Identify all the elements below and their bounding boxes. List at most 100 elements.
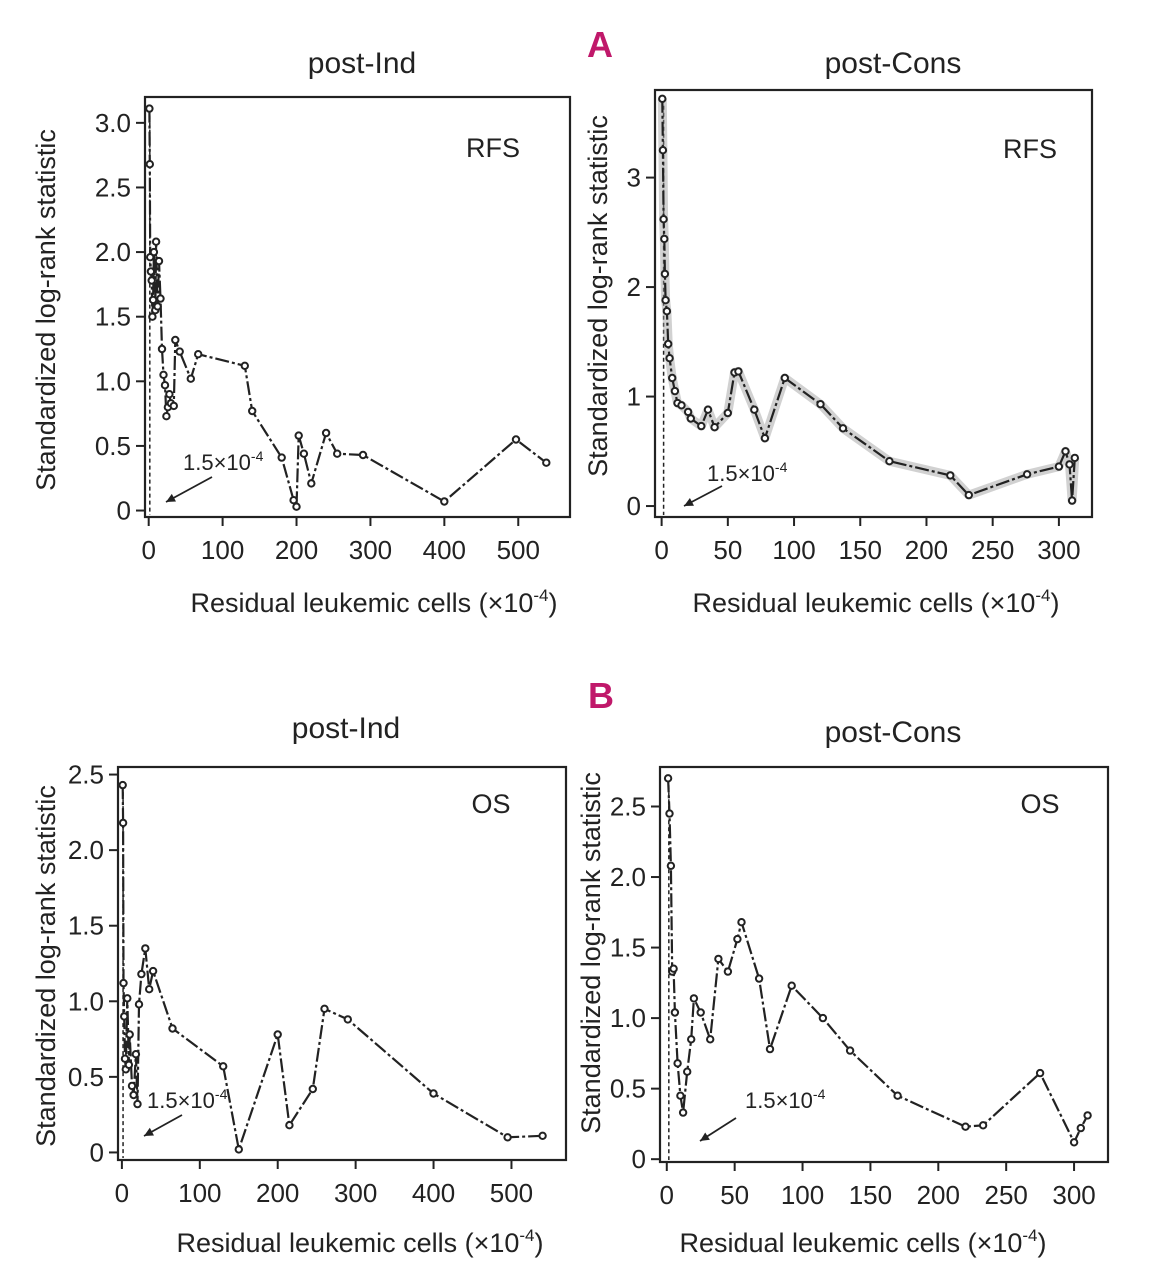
arrow-head <box>166 493 176 502</box>
series-line <box>667 778 1089 1145</box>
data-point <box>818 1013 828 1023</box>
data-point <box>277 453 286 462</box>
data-point <box>737 918 746 927</box>
panel-b-label: B <box>588 675 614 716</box>
data-point <box>723 408 732 418</box>
x-tick-label: 200 <box>256 1178 299 1208</box>
x-axis-label: Residual leukemic cells (×10-4) <box>176 1226 543 1258</box>
data-point <box>141 944 150 953</box>
data-point <box>234 1145 244 1154</box>
data-point <box>299 449 309 458</box>
data-point <box>760 434 770 443</box>
data-point <box>665 354 674 363</box>
metric-label: RFS <box>1003 134 1057 164</box>
series-line <box>148 108 547 508</box>
data-point <box>320 1004 329 1013</box>
data-point <box>754 974 764 983</box>
data-point <box>664 339 673 349</box>
data-point <box>780 373 789 383</box>
metric-label: OS <box>471 789 510 819</box>
data-point <box>120 1054 130 1063</box>
data-point <box>668 373 677 383</box>
y-tick-label: 2.0 <box>95 237 131 267</box>
plot-frame <box>658 765 1110 1164</box>
data-point <box>733 934 742 944</box>
x-tick-label: 150 <box>849 1180 892 1210</box>
data-point <box>145 104 154 113</box>
data-point <box>734 367 743 376</box>
chart-title: post-Cons <box>825 47 962 80</box>
x-tick-label: 0 <box>115 1178 129 1208</box>
y-axis-label: Standardized log-rank statistic <box>583 115 613 477</box>
data-point <box>125 1030 134 1039</box>
cutoff-annotation: 1.5×10-4 <box>183 448 264 475</box>
data-point <box>127 1081 137 1091</box>
data-point <box>171 335 180 345</box>
plot-frame <box>143 95 572 519</box>
data-point <box>946 471 955 480</box>
data-point <box>816 400 825 409</box>
data-point <box>662 307 672 316</box>
y-tick-label: 2.0 <box>610 862 646 892</box>
data-point <box>440 497 449 506</box>
x-tick-label: 300 <box>1037 535 1080 565</box>
y-tick-label: 2.5 <box>68 760 104 790</box>
x-axis-label: Residual leukemic cells (×10-4) <box>692 586 1059 618</box>
data-point <box>175 347 184 356</box>
data-point <box>147 276 156 285</box>
data-point <box>149 247 159 257</box>
data-point <box>145 160 155 169</box>
cutoff-annotation: 1.5×10-4 <box>707 459 788 486</box>
data-point <box>683 1067 692 1076</box>
data-point <box>154 256 164 266</box>
data-point <box>1065 460 1074 469</box>
data-point <box>961 1122 970 1131</box>
x-tick-label: 50 <box>713 535 742 565</box>
data-point <box>292 502 301 511</box>
data-point <box>358 450 368 460</box>
data-point <box>165 390 174 399</box>
data-point <box>696 1008 705 1017</box>
y-tick-label: 1.5 <box>610 933 646 963</box>
arrow-head <box>144 1127 154 1136</box>
data-point <box>723 967 733 976</box>
data-point <box>194 350 203 359</box>
data-point <box>285 1121 294 1130</box>
data-point <box>308 1084 317 1094</box>
data-point <box>689 994 699 1003</box>
data-point <box>838 424 848 433</box>
data-point <box>240 361 250 370</box>
data-point <box>670 386 680 396</box>
data-point <box>669 964 678 973</box>
x-tick-label: 500 <box>490 1178 533 1208</box>
chart-title: post-Cons <box>825 716 962 749</box>
y-tick-label: 0 <box>90 1137 104 1167</box>
y-tick-label: 1.0 <box>95 366 131 396</box>
data-point <box>1035 1068 1045 1078</box>
y-axis-label: Standardized log-rank statistic <box>576 772 606 1134</box>
data-point <box>503 1133 512 1142</box>
data-point <box>129 1090 138 1100</box>
metric-label: OS <box>1020 789 1059 819</box>
data-point <box>151 237 161 246</box>
data-point <box>659 215 668 224</box>
x-tick-label: 250 <box>984 1180 1027 1210</box>
chart-post-ind-os: post-Ind 0 100 200 300 400 500 0 0.5 1.0 1.5 2.0 2.5… <box>31 712 568 1258</box>
data-point <box>273 1030 282 1039</box>
data-point <box>542 458 551 467</box>
x-tick-label: 150 <box>839 535 882 565</box>
cutoff-annotation: 1.5×10-4 <box>147 1086 228 1113</box>
chart-title: post-Ind <box>308 47 416 80</box>
data-point <box>162 412 171 421</box>
y-tick-label: 2.0 <box>68 835 104 865</box>
panel-a-label: A <box>587 24 613 65</box>
x-tick-label: 0 <box>654 535 668 565</box>
x-tick-label: 200 <box>905 535 948 565</box>
data-point <box>123 994 132 1003</box>
data-point <box>697 421 706 431</box>
x-axis-label: Residual leukemic cells (×10-4) <box>679 1226 1046 1258</box>
x-tick-label: 400 <box>423 535 466 565</box>
data-point <box>678 1108 688 1117</box>
data-point <box>686 414 695 423</box>
data-point <box>118 780 127 790</box>
